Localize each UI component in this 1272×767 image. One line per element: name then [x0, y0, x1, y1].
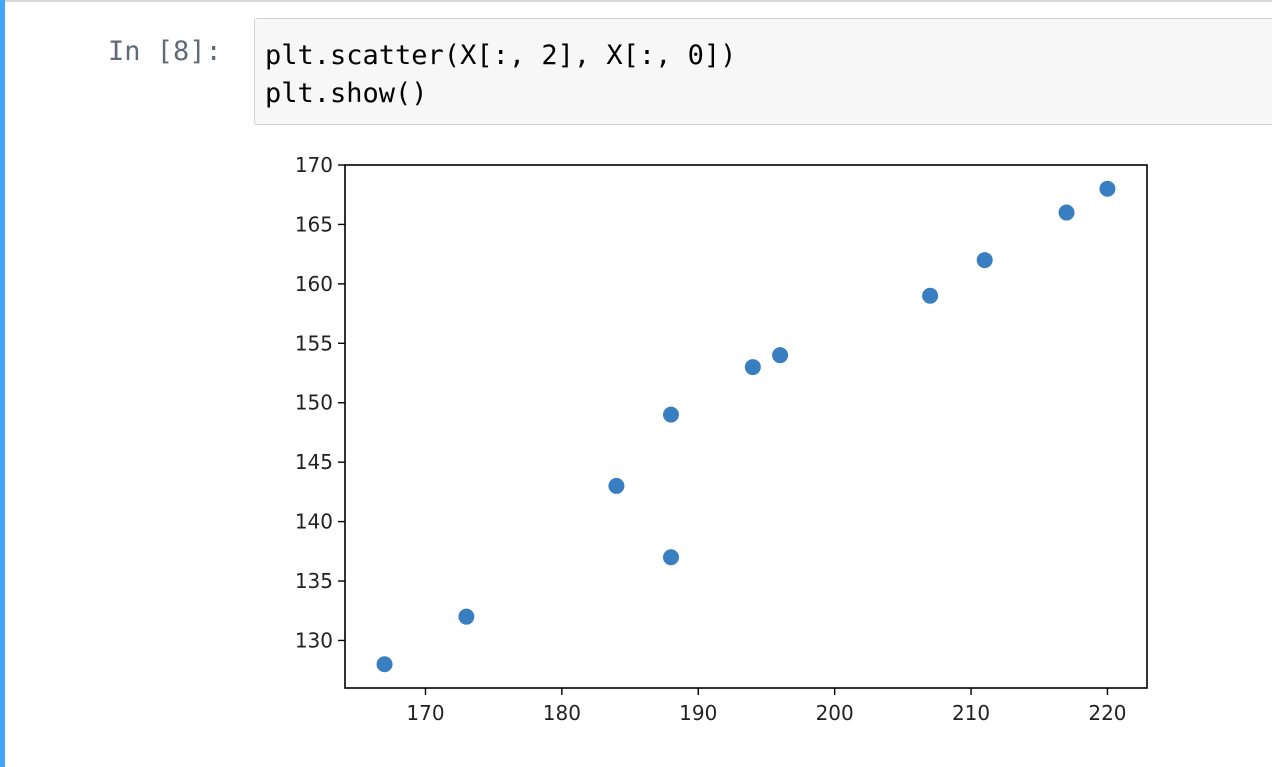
plot-frame: [344, 164, 1148, 689]
y-tick-label: 170: [295, 153, 333, 177]
cell-selection-indicator: [0, 0, 5, 767]
scatter-point: [922, 287, 939, 304]
scatter-point: [662, 406, 679, 423]
x-tick-label: 190: [679, 701, 717, 725]
scatter-point: [744, 359, 761, 376]
y-tick-label: 140: [295, 510, 333, 534]
x-tick-label: 180: [543, 701, 581, 725]
input-prompt: In [8]:: [108, 36, 222, 67]
scatter-point: [376, 656, 393, 673]
x-tick-label: 210: [952, 701, 990, 725]
y-tick-label: 160: [295, 272, 333, 296]
x-tick-label: 220: [1088, 701, 1126, 725]
y-tick-label: 145: [295, 450, 333, 474]
y-tick-label: 135: [295, 569, 333, 593]
scatter-point: [608, 477, 625, 494]
scatter-plot: 170 180 190 200 210 220 130 135 140 145 150 155 160 1…: [295, 153, 1148, 725]
cell-divider: [0, 0, 1272, 2]
y-tick-label: 165: [295, 212, 333, 236]
x-tick-label: 170: [406, 701, 444, 725]
y-tick-label: 150: [295, 391, 333, 415]
scatter-point: [772, 347, 789, 364]
scatter-point: [1099, 180, 1116, 197]
scatter-point: [458, 608, 475, 625]
y-tick-label: 155: [295, 331, 333, 355]
code-input-area[interactable]: plt.scatter(X[:, 2], X[:, 0]) plt.show(): [254, 18, 1272, 125]
code-editor[interactable]: plt.scatter(X[:, 2], X[:, 0]) plt.show(): [265, 37, 736, 113]
scatter-point: [976, 252, 993, 269]
scatter-point: [1058, 204, 1075, 221]
scatter-point: [662, 549, 679, 566]
x-tick-label: 200: [816, 701, 854, 725]
y-tick-label: 130: [295, 628, 333, 652]
code-line: plt.scatter(X[:, 2], X[:, 0]): [265, 40, 737, 71]
code-line: plt.show(): [265, 78, 428, 109]
